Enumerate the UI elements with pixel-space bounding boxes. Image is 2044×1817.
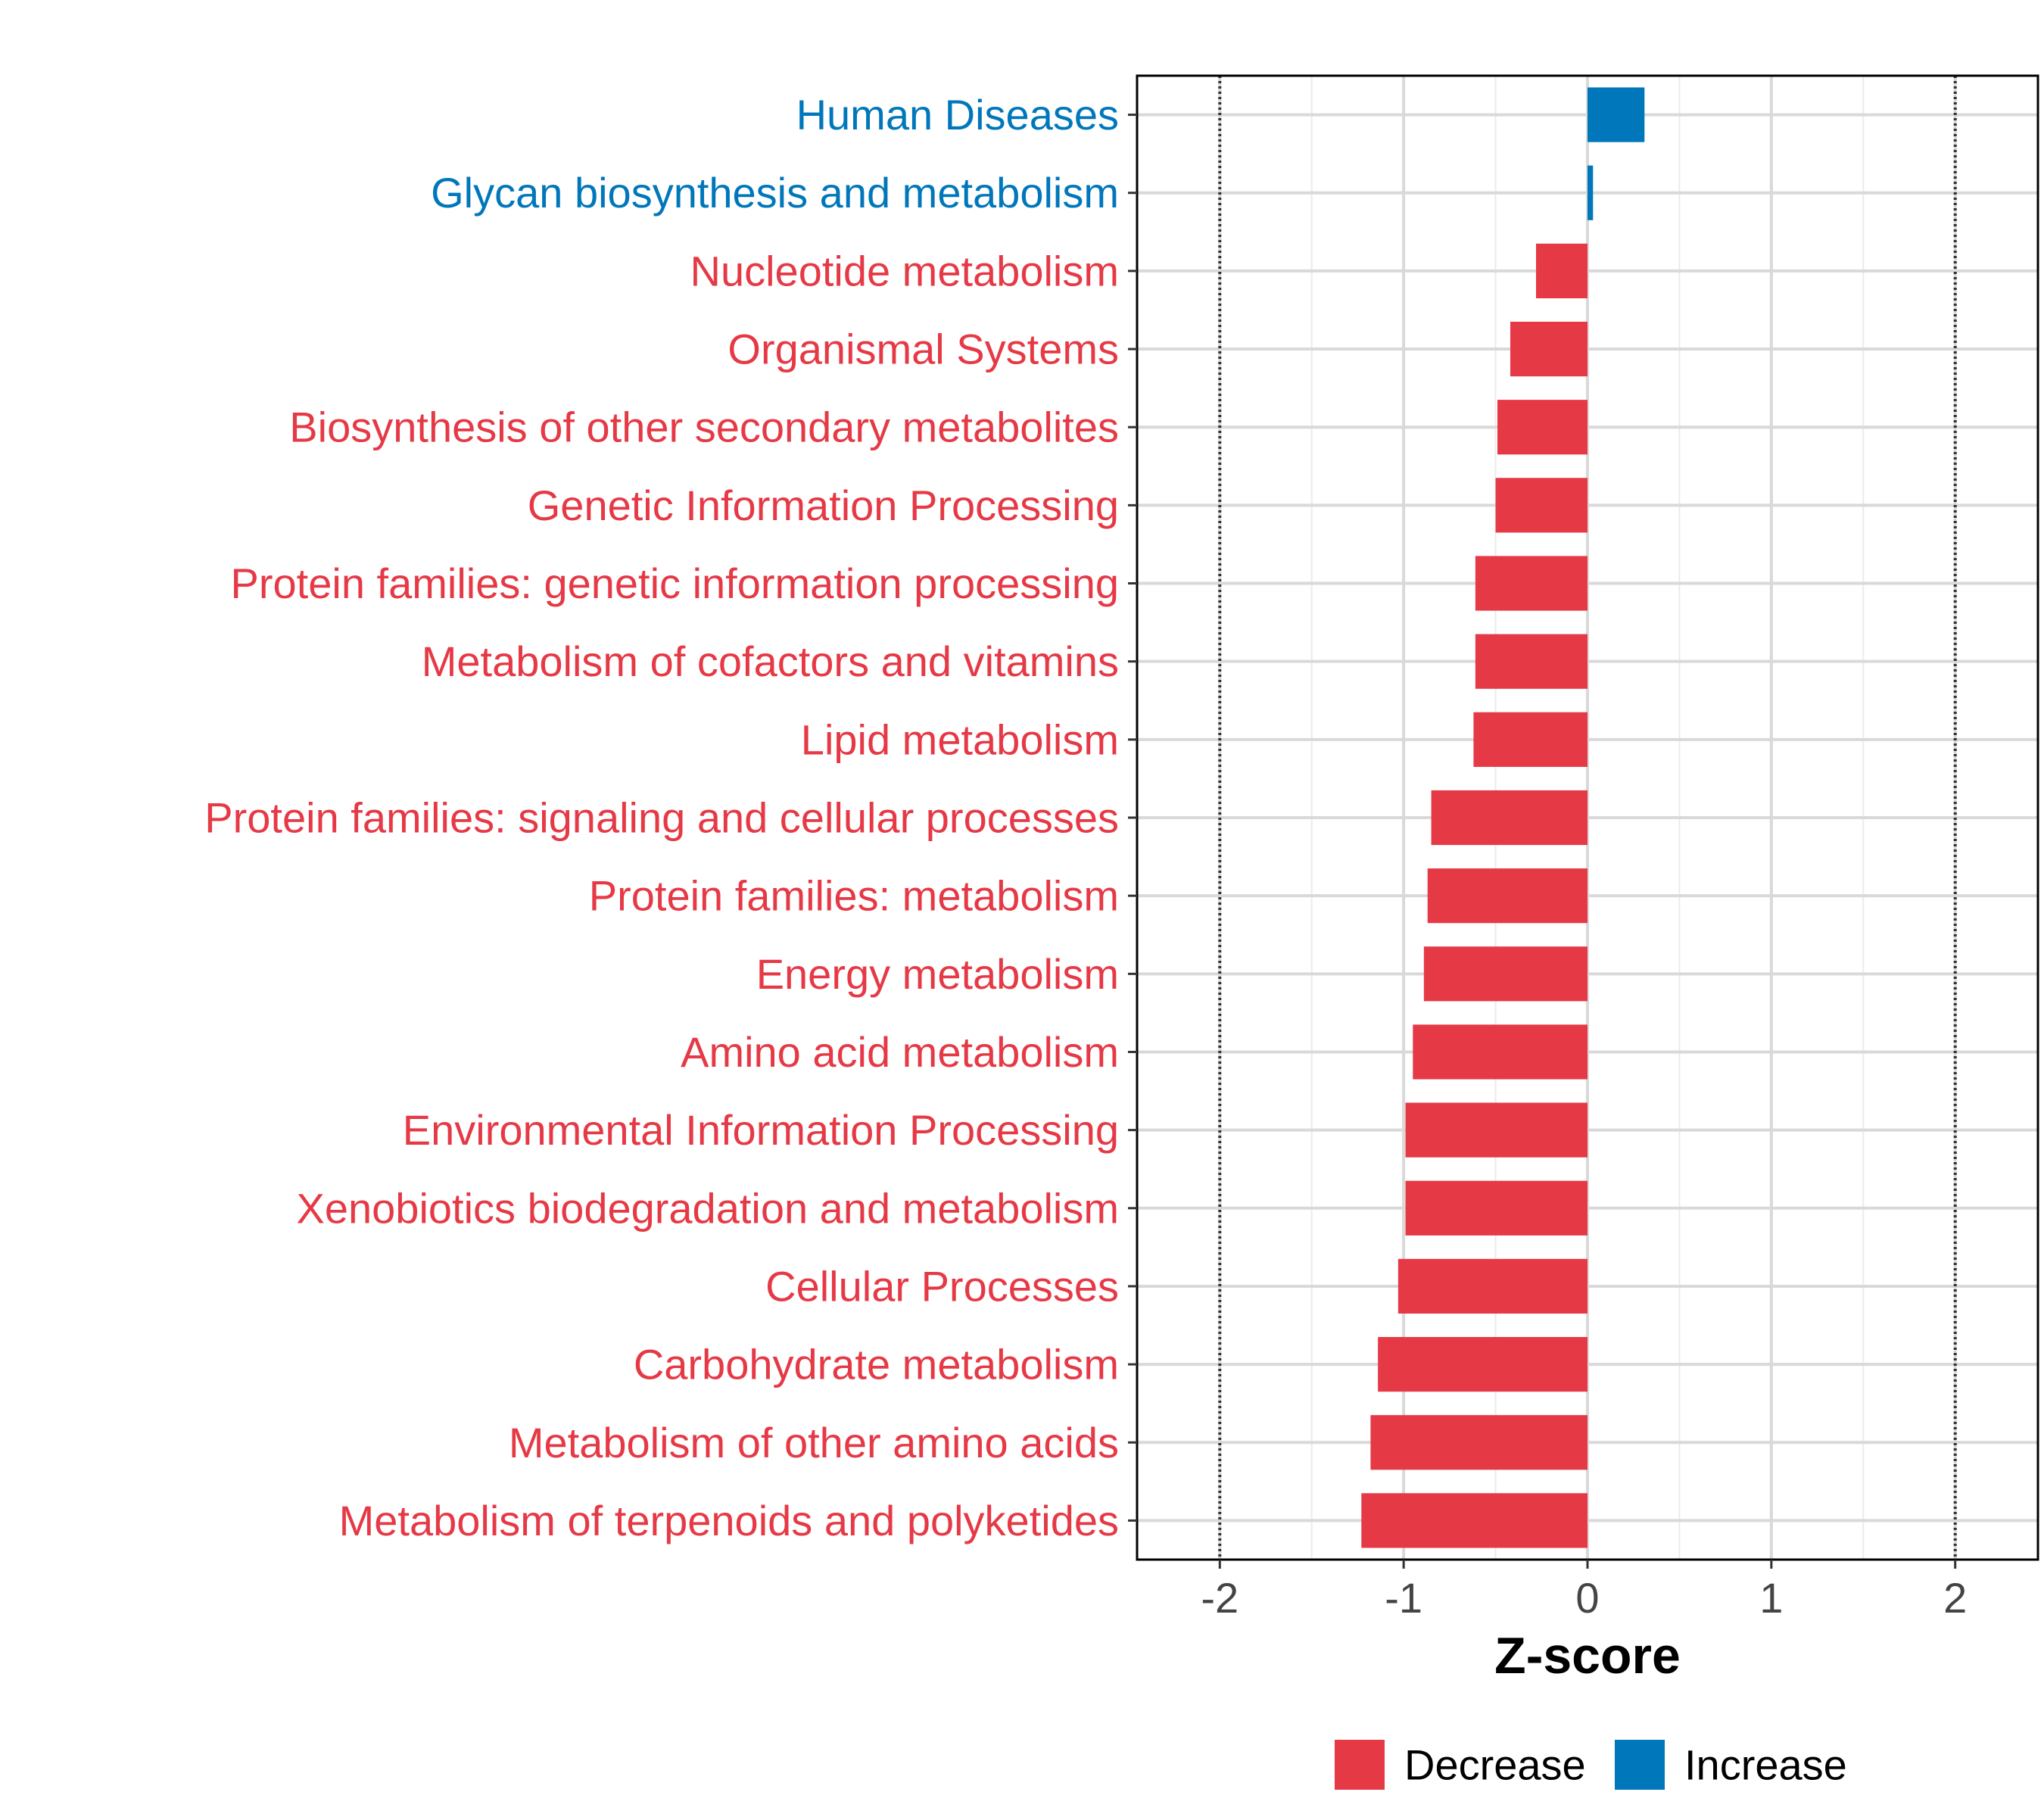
bar — [1588, 165, 1594, 220]
category-label: Human Diseases — [796, 91, 1119, 139]
legend-swatch-increase — [1615, 1740, 1665, 1790]
category-label: Energy metabolism — [756, 950, 1119, 998]
bar — [1397, 1258, 1588, 1314]
legend-label-decrease: Decrease — [1404, 1741, 1586, 1789]
bars — [1361, 87, 1645, 1548]
x-tick-label: 0 — [1575, 1574, 1599, 1622]
bar — [1361, 1493, 1588, 1548]
category-label: Organismal Systems — [728, 326, 1119, 373]
bar — [1497, 400, 1588, 455]
category-label: Biosynthesis of other secondary metaboli… — [289, 404, 1119, 451]
bar — [1405, 1102, 1588, 1158]
bar — [1413, 1024, 1588, 1080]
bar — [1405, 1180, 1588, 1236]
x-tick-label: -2 — [1201, 1574, 1239, 1622]
bar — [1370, 1415, 1588, 1470]
bar — [1431, 790, 1588, 846]
category-label: Genetic Information Processing — [528, 482, 1119, 529]
bar — [1378, 1337, 1588, 1392]
bar — [1423, 946, 1588, 1002]
x-tick-label: 2 — [1943, 1574, 1967, 1622]
category-label: Cellular Processes — [765, 1262, 1119, 1310]
category-label: Glycan biosynthesis and metabolism — [431, 169, 1119, 217]
x-tick-label: 1 — [1759, 1574, 1783, 1622]
bar — [1536, 243, 1588, 298]
legend-swatch-decrease — [1335, 1740, 1385, 1790]
category-label: Lipid metabolism — [801, 715, 1119, 763]
y-axis-category-labels: Human Diseases Glycan biosynthesis and me… — [204, 91, 1119, 1544]
category-label: Protein families: signaling and cellular… — [204, 794, 1119, 842]
bar — [1510, 321, 1588, 377]
category-label: Protein families: metabolism — [589, 872, 1119, 920]
x-axis-ticks: -2 -1 0 1 2 — [1201, 1560, 1967, 1622]
bar — [1475, 556, 1588, 611]
category-label: Protein families: genetic information pr… — [231, 559, 1119, 607]
category-label: Environmental Information Processing — [403, 1106, 1119, 1154]
bar — [1588, 87, 1645, 142]
y-axis-ticks — [1128, 114, 1137, 1522]
category-label: Carbohydrate metabolism — [634, 1341, 1119, 1388]
legend: Decrease Increase — [1335, 1740, 1847, 1790]
bar — [1495, 478, 1588, 533]
category-label: Metabolism of other amino acids — [509, 1419, 1119, 1466]
bar — [1427, 868, 1588, 924]
category-label: Nucleotide metabolism — [690, 247, 1119, 295]
category-label: Metabolism of terpenoids and polyketides — [339, 1497, 1119, 1544]
x-axis-title: Z-score — [1494, 1627, 1681, 1685]
category-label: Metabolism of cofactors and vitamins — [422, 637, 1119, 685]
bar — [1473, 712, 1588, 767]
category-label: Xenobiotics biodegradation and metabolis… — [297, 1184, 1119, 1232]
category-label: Amino acid metabolism — [681, 1028, 1119, 1076]
legend-label-increase: Increase — [1684, 1741, 1847, 1789]
bar — [1475, 634, 1588, 689]
reference-lines — [1218, 76, 1957, 1560]
x-tick-label: -1 — [1385, 1574, 1422, 1622]
